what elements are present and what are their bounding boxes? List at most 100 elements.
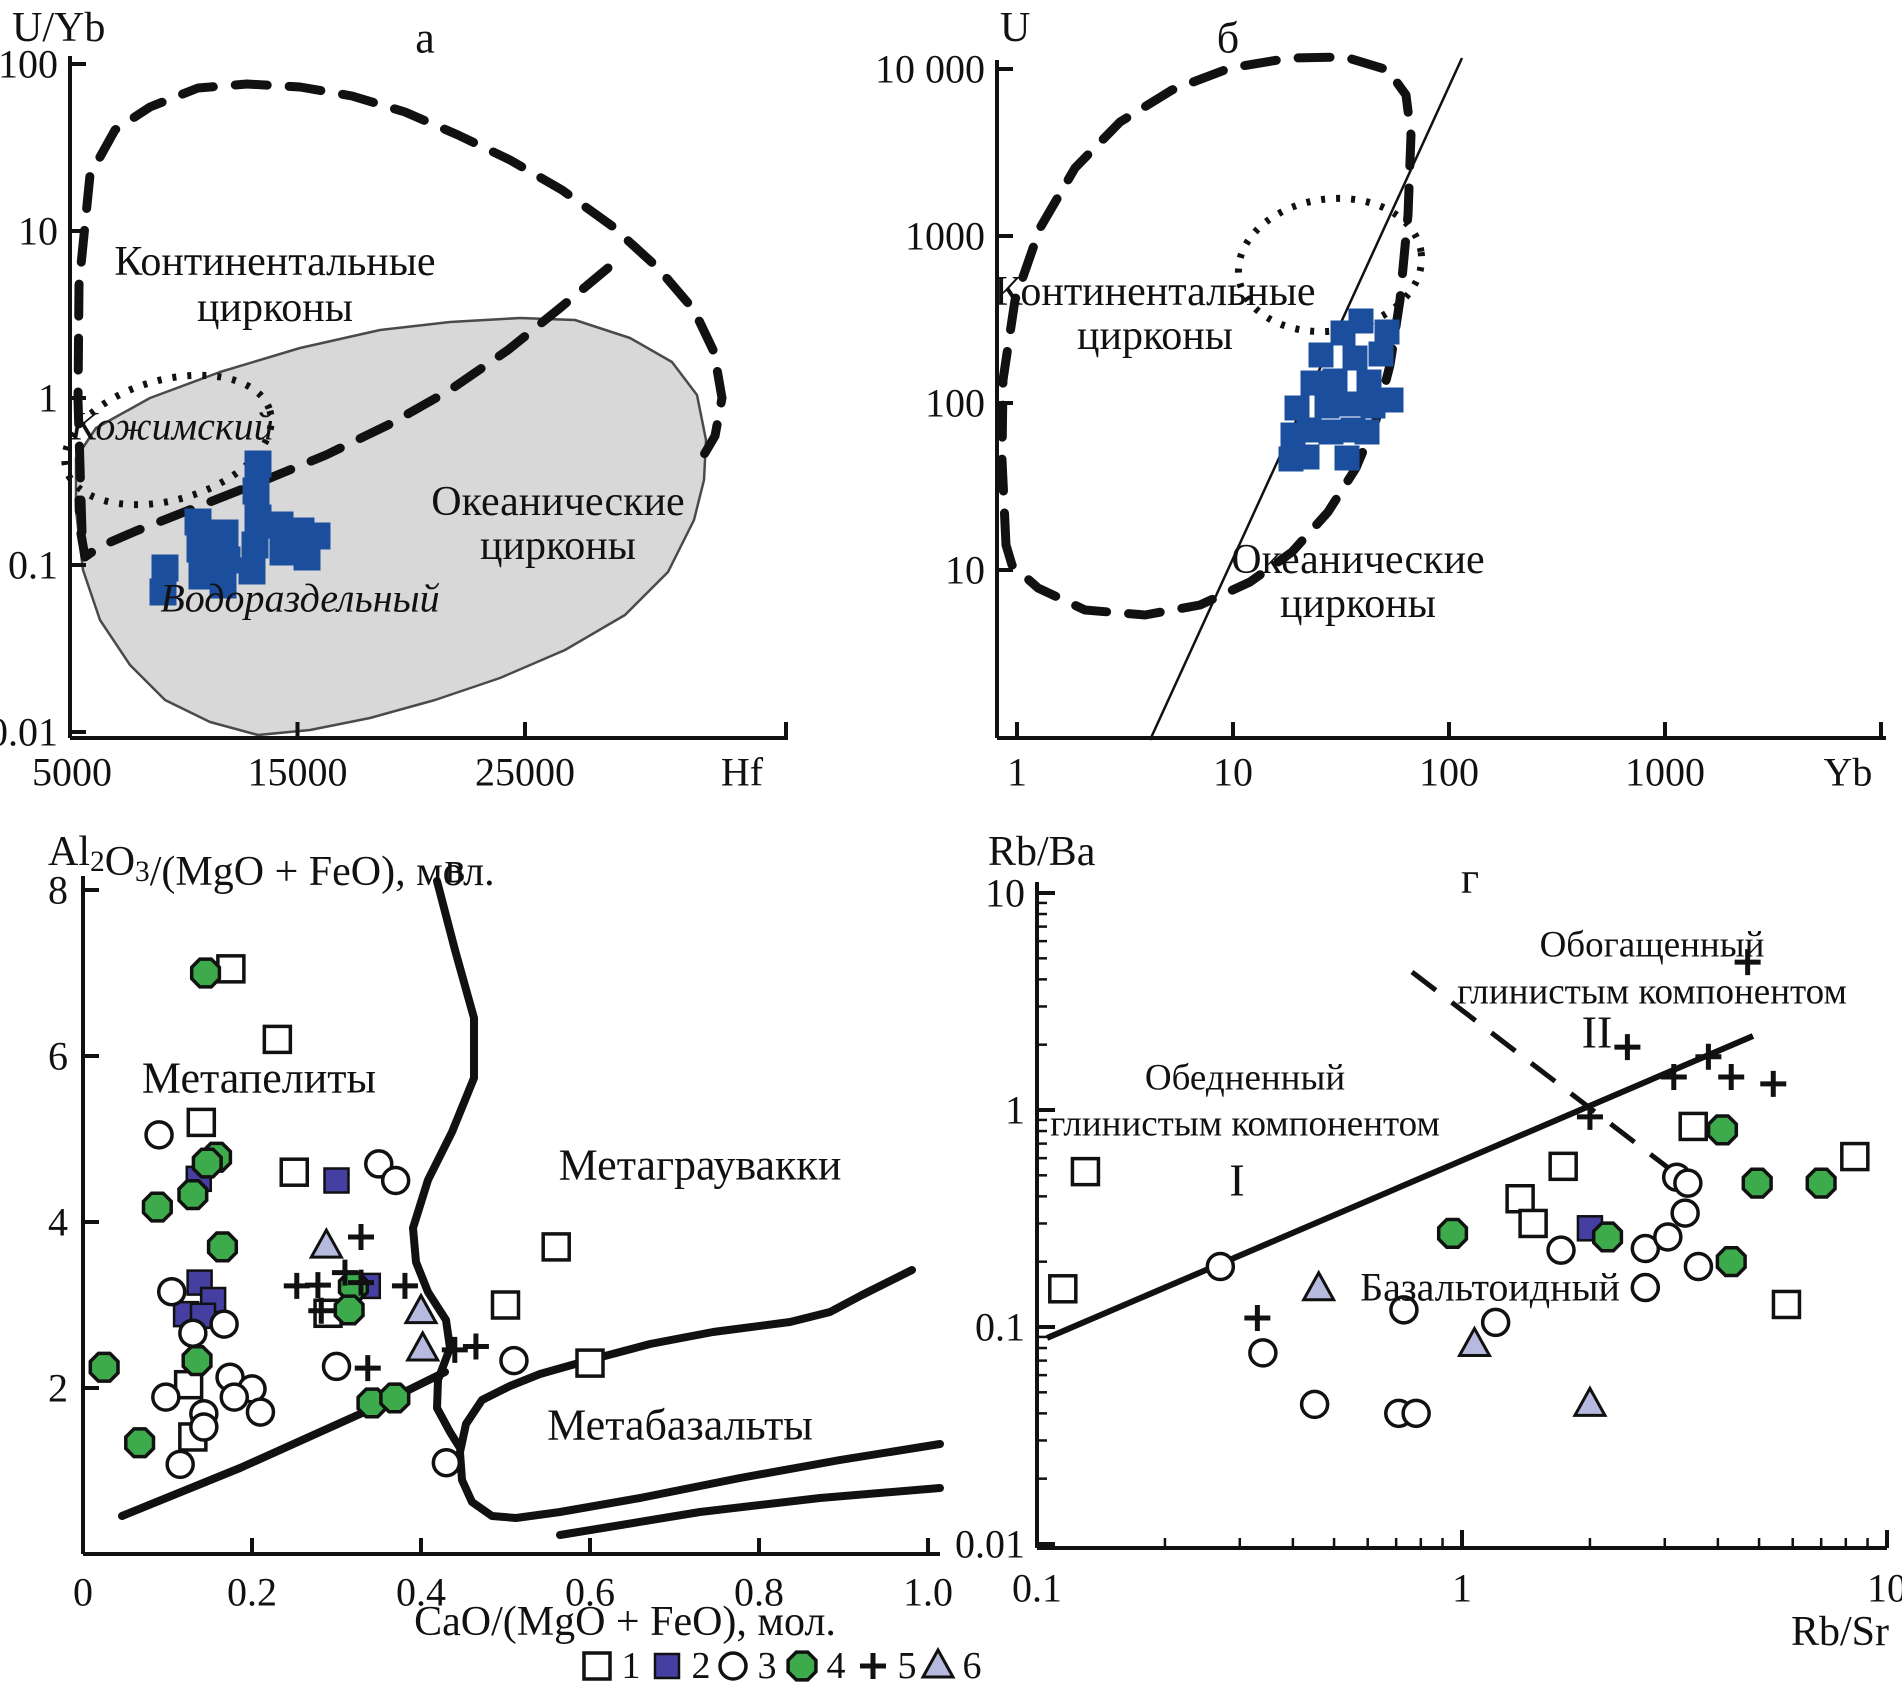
y-tick-label: 10 000 xyxy=(875,47,985,92)
y-axis-title: Al2O3/(MgO + FeO), мол. xyxy=(48,829,495,895)
series-square-open xyxy=(1048,1111,1870,1320)
cluster-square xyxy=(242,477,270,505)
annotation: цирконы xyxy=(1280,581,1436,627)
marker-circle-open xyxy=(1205,1251,1236,1282)
cluster-square xyxy=(1354,419,1380,445)
marker-plus xyxy=(1760,1070,1787,1097)
marker-circle-open xyxy=(245,1397,276,1427)
annotation: Базальтоидный xyxy=(1360,1265,1620,1310)
panel-a: 15000 25000 5000 Hf 100 10 1 0.1 0.01 Континентал… xyxy=(0,5,788,795)
y-tick-label: 8 xyxy=(48,868,68,913)
marker-plus xyxy=(1718,1063,1745,1090)
marker-circle-filled xyxy=(1741,1167,1773,1199)
marker-triangle-filled xyxy=(1572,1385,1608,1417)
marker-square-open xyxy=(186,1107,217,1138)
series-square-open xyxy=(173,954,605,1452)
series-triangle-filled xyxy=(1301,1269,1608,1417)
cluster-square xyxy=(1314,393,1340,419)
cluster-square xyxy=(213,546,241,574)
y-tick-label: 100 xyxy=(925,381,985,426)
cluster-square xyxy=(211,519,239,547)
marker-circle-filled xyxy=(333,1294,365,1326)
y-tick-label: 4 xyxy=(48,1200,68,1245)
annotation: Обогащенный xyxy=(1540,925,1765,966)
marker-triangle-filled xyxy=(405,1329,441,1362)
x-axis-extra-label: Hf xyxy=(721,750,764,795)
marker-circle-open xyxy=(1683,1251,1714,1282)
x-tick-label: 10 xyxy=(1867,1566,1902,1611)
y-tick-label: 1 xyxy=(38,376,58,421)
marker-plus xyxy=(348,1269,375,1296)
y-axis-title: Rb/Ba xyxy=(988,829,1096,875)
y-tick-label: 6 xyxy=(48,1034,68,1079)
cluster-square xyxy=(1342,345,1368,371)
marker-circle-filled xyxy=(181,1345,213,1377)
field-boundary xyxy=(409,877,478,1452)
marker-circle-open xyxy=(209,1309,239,1339)
marker-circle-open xyxy=(151,1382,181,1412)
panel-letter: г xyxy=(1461,854,1479,903)
marker-square-filled xyxy=(653,1652,681,1680)
marker-circle-open xyxy=(219,1382,250,1412)
marker-circle-open xyxy=(1299,1389,1330,1420)
x-axis-extra-label: Yb xyxy=(1824,750,1873,795)
y-tick-label: 2 xyxy=(48,1366,68,1411)
field-zone xyxy=(74,316,708,737)
legend-label: 3 xyxy=(758,1645,777,1687)
annotation: Метаграувакки xyxy=(559,1141,842,1190)
annotation: Континентальные xyxy=(994,269,1315,315)
series-triangle-filled xyxy=(308,1226,441,1362)
annotation: цирконы xyxy=(197,285,353,331)
y-axis-title: U/Yb xyxy=(12,5,105,51)
annotation: Метапелиты xyxy=(142,1054,376,1103)
y-tick-label: 10 xyxy=(18,209,58,254)
marker-square-open xyxy=(1505,1183,1535,1214)
marker-plus xyxy=(462,1333,489,1360)
marker-circle-filled xyxy=(88,1351,120,1383)
field-boundary xyxy=(556,1484,944,1539)
y-tick-label: 100 xyxy=(0,42,58,87)
reference-line xyxy=(1410,970,1690,1185)
marker-square-open xyxy=(1678,1111,1708,1142)
x-tick-label: 0.6 xyxy=(565,1570,615,1615)
marker-triangle-filled xyxy=(403,1292,439,1325)
cluster-square xyxy=(1336,391,1362,417)
legend-label: 1 xyxy=(622,1645,641,1687)
marker-circle-open xyxy=(1546,1235,1576,1265)
zircon-cluster xyxy=(1278,308,1404,472)
field-boundary xyxy=(456,1266,944,1522)
marker-circle-open xyxy=(1653,1222,1683,1252)
legend-label: 6 xyxy=(963,1645,982,1687)
marker-square-open xyxy=(1771,1289,1802,1320)
x-tick-label: 1000 xyxy=(1625,750,1705,795)
x-tick-label: 1.0 xyxy=(903,1570,953,1615)
cluster-square xyxy=(184,508,212,536)
x-tick-label: 100 xyxy=(1419,750,1479,795)
annotation: Океанические xyxy=(431,479,684,525)
marker-plus xyxy=(1614,1034,1641,1061)
zircon-cluster xyxy=(149,450,331,606)
x-axis-extra-label: 5000 xyxy=(32,750,112,795)
annotation: Континентальные xyxy=(114,239,435,285)
marker-plus xyxy=(1576,1103,1603,1130)
marker-circle-open xyxy=(156,1276,187,1307)
cluster-square xyxy=(1348,308,1374,334)
marker-plus xyxy=(860,1653,886,1679)
marker-triangle-filled xyxy=(920,1646,956,1679)
field-ellipse xyxy=(1234,194,1426,336)
marker-plus xyxy=(308,1297,335,1324)
marker-triangle-filled xyxy=(1456,1325,1493,1358)
marker-plus xyxy=(1660,1063,1687,1090)
reference-line xyxy=(1045,1033,1755,1341)
y-tick-label: 0.01 xyxy=(955,1522,1025,1567)
panel-v: 0.2 0.4 0.6 0.8 1.0 0 8 6 4 2 Метапелиты Метаграува… xyxy=(48,829,953,1645)
y-tick-label: 1000 xyxy=(905,214,985,259)
marker-plus xyxy=(354,1355,381,1382)
annotation: Кожимский xyxy=(69,404,273,449)
legend-label: 4 xyxy=(827,1645,846,1687)
panel-letter: в xyxy=(445,844,466,893)
marker-plus xyxy=(348,1223,375,1250)
marker-circle-open xyxy=(1630,1233,1661,1264)
marker-plus xyxy=(331,1259,358,1286)
